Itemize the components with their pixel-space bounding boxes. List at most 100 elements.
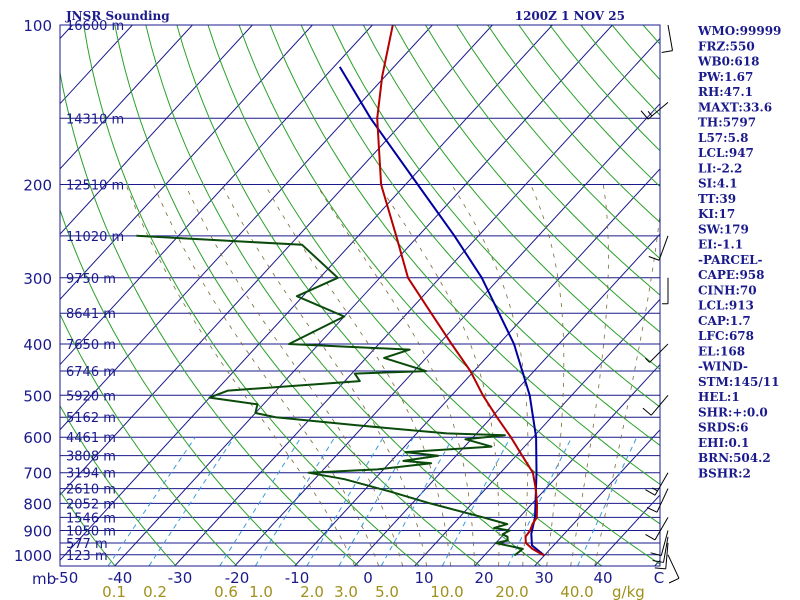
height-label: 6746 m — [66, 365, 116, 380]
dry-adiabat — [207, 25, 660, 565]
height-label: 14310 m — [66, 112, 124, 127]
isotherm-line — [294, 168, 660, 566]
height-label: 9750 m — [66, 272, 116, 287]
moist-adiabat — [451, 184, 529, 566]
wind-barb — [645, 472, 669, 496]
height-label: 16600 m — [66, 19, 124, 34]
index-entry: LCL:913 — [698, 299, 754, 313]
height-label: 12510 m — [66, 178, 124, 193]
temperature-tick-label: -50 — [54, 569, 79, 587]
mixing-ratio-tick-label: 0.6 — [214, 583, 238, 600]
dry-adiabat — [331, 25, 660, 408]
index-entry: KI:17 — [698, 207, 735, 221]
isotherm-line — [0, 25, 12, 566]
mixing-ratio-tick-label: 0.1 — [102, 583, 126, 600]
dry-adiabat — [394, 25, 660, 333]
pressure-tick-label: 100 — [23, 17, 52, 35]
moist-adiabat — [184, 184, 404, 566]
moist-adiabat — [594, 210, 660, 566]
wind-barb — [648, 235, 669, 261]
pressure-tick-label: 800 — [23, 495, 52, 513]
isotherm-line — [60, 25, 553, 561]
wind-barb — [642, 394, 669, 416]
index-entry: RH:47.1 — [698, 85, 753, 99]
index-entry: SW:179 — [698, 222, 749, 236]
dry-adiabat — [60, 312, 238, 566]
mixing-ratio-tick-label: 40.0 — [560, 583, 593, 600]
index-entry: TT:39 — [698, 192, 736, 206]
wind-barb — [652, 536, 669, 563]
moist-adiabat — [264, 184, 452, 566]
wind-barb — [650, 530, 669, 557]
mixing-ratio-line — [219, 436, 302, 566]
pressure-tick-label: 200 — [23, 176, 52, 194]
parcel-trace — [338, 66, 546, 557]
dry-adiabat — [425, 25, 660, 296]
moist-adiabat — [221, 184, 428, 566]
wind-barb — [662, 277, 669, 305]
mixing-ratio-line — [306, 436, 384, 566]
height-label: 3194 m — [66, 467, 116, 482]
mixing-ratio-line — [148, 436, 235, 566]
index-entry: FRZ:550 — [698, 39, 755, 53]
index-entry: CAPE:958 — [698, 268, 765, 282]
temperature-tick-label: 40 — [593, 569, 612, 587]
height-label: 577 m — [66, 537, 108, 552]
moist-adiabat — [530, 184, 565, 566]
index-entry: LFC:678 — [698, 329, 754, 343]
index-entry: EI:-1.1 — [698, 238, 743, 252]
isotherm-line — [60, 25, 313, 301]
temperature-tick-label: 30 — [534, 569, 553, 587]
mixing-ratio-line — [107, 436, 196, 566]
height-label: 11020 m — [66, 230, 124, 245]
dry-adiabat — [362, 25, 660, 370]
mixing-ratio-tick-label: 20.0 — [495, 583, 528, 600]
index-entry: SRDS:6 — [698, 421, 749, 435]
plot-background — [60, 25, 660, 566]
height-label: 5920 m — [66, 389, 116, 404]
isotherm-line — [114, 25, 613, 566]
mixing-ratio-line — [380, 436, 454, 566]
index-entry: CINH:70 — [698, 283, 757, 297]
isotherm-line — [60, 25, 253, 235]
wind-barb — [654, 542, 669, 570]
mixing-ratio-tick-label: 3.0 — [334, 583, 358, 600]
wind-barb — [640, 102, 669, 120]
wind-barb — [646, 488, 669, 513]
pressure-tick-label: 700 — [23, 465, 52, 483]
index-entry: BSHR:2 — [698, 466, 751, 480]
temperature-tick-label: C — [654, 569, 664, 587]
index-entry: BRN:504.2 — [698, 451, 771, 465]
index-entry: EHI:0.1 — [698, 436, 749, 450]
index-entry: LI:-2.2 — [698, 161, 742, 175]
mixing-ratio-tick-label: 0.2 — [143, 583, 167, 600]
pressure-tick-label: 1000 — [14, 547, 52, 565]
wind-barb — [645, 517, 669, 541]
height-label: 2052 m — [66, 497, 116, 512]
height-label: 5162 m — [66, 411, 116, 426]
height-label: 7650 m — [66, 338, 116, 353]
wind-barb — [645, 343, 669, 363]
dry-adiabat — [60, 208, 299, 566]
temperature-trace — [376, 25, 545, 557]
dry-adiabat — [60, 490, 116, 566]
temperature-tick-label: 20 — [474, 569, 493, 587]
mixing-ratio-line — [507, 436, 573, 566]
pressure-unit-label: mb — [32, 570, 56, 588]
index-entry: L57:5.8 — [698, 131, 748, 145]
temperature-tick-label: -10 — [285, 569, 310, 587]
height-label: 1050 m — [66, 525, 116, 540]
index-entry: PW:1.67 — [698, 70, 753, 84]
index-entry: MAXT:33.6 — [698, 100, 772, 114]
mixing-ratio-tick-label: 10.0 — [430, 583, 463, 600]
temperature-tick-label: -40 — [108, 569, 133, 587]
index-entry: HEL:1 — [698, 390, 740, 404]
dry-adiabat — [83, 25, 420, 566]
height-label: 8641 m — [66, 307, 116, 322]
isotherm-line — [60, 25, 433, 431]
isotherm-line — [174, 37, 660, 566]
temperature-tick-label: 0 — [363, 569, 373, 587]
moist-adiabat — [378, 184, 500, 566]
plot-frame — [59, 24, 661, 567]
pressure-tick-label: 400 — [23, 336, 52, 354]
